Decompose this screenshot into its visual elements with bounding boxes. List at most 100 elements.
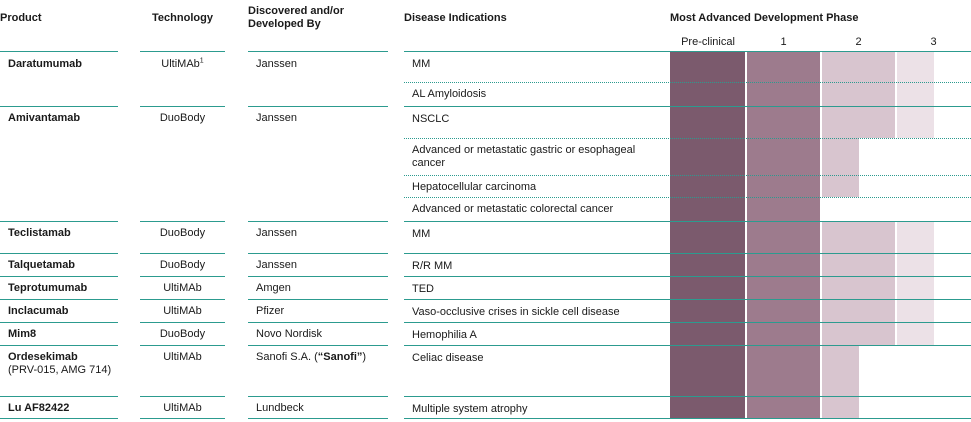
- indication-label: Advanced or metastatic colorectal cancer: [412, 203, 614, 215]
- indication-label: R/R MM: [412, 260, 453, 272]
- phase-bar-segment: [670, 300, 746, 322]
- phase-bar-segment: [896, 107, 934, 138]
- phase-bar-segment: [821, 175, 859, 197]
- header-technology: Technology: [152, 12, 213, 24]
- phase-label-3: 3: [930, 36, 937, 48]
- row-divider: [404, 138, 971, 139]
- phase-bar-segment: [896, 82, 934, 106]
- phase-bar-segment: [746, 197, 821, 221]
- phase-separator: [820, 52, 822, 418]
- phase-bar-segment: [821, 323, 896, 345]
- developer: Amgen: [256, 282, 291, 294]
- phase-bar-segment: [670, 397, 746, 418]
- row-divider: [404, 253, 971, 254]
- phase-bar-segment: [746, 138, 821, 175]
- technology: UltiMAb: [163, 282, 202, 294]
- row-divider: [404, 106, 971, 107]
- indication-label: MM: [412, 228, 431, 240]
- phase-bar-segment: [821, 346, 859, 396]
- product-name: Teprotumumab: [8, 282, 88, 294]
- row-divider: [404, 82, 971, 83]
- row-divider: [404, 197, 971, 198]
- developer: Janssen: [256, 227, 297, 239]
- indication-label: NSCLC: [412, 113, 450, 125]
- phase-bar-segment: [746, 82, 821, 106]
- row-divider: [404, 175, 971, 176]
- technology: DuoBody: [159, 328, 206, 340]
- phase-bar-segment: [670, 107, 746, 138]
- phase-bar-segment: [896, 52, 934, 82]
- header-product: Product: [0, 12, 42, 24]
- rule: [248, 51, 388, 52]
- developer: Sanofi S.A. (“Sanofi”): [256, 351, 367, 363]
- phase-bar-segment: [670, 138, 746, 175]
- product-name: Ordesekimab: [8, 351, 78, 363]
- phase-bar-segment: [746, 397, 821, 418]
- header-discovered: Discovered and/or Developed By: [248, 5, 344, 30]
- phase-bar-segment: [821, 277, 896, 299]
- phase-bar-segment: [821, 138, 859, 175]
- header-phase-title: Most Advanced Development Phase: [670, 12, 859, 24]
- indication-label: Hemophilia A: [412, 329, 477, 341]
- rule: [404, 51, 971, 52]
- phase-bar-segment: [746, 254, 821, 276]
- phase-bar-segment: [746, 323, 821, 345]
- phase-bar-segment: [896, 300, 934, 322]
- phase-bar-segment: [746, 300, 821, 322]
- developer: Pfizer: [256, 305, 285, 317]
- phase-bar-segment: [896, 323, 934, 345]
- phase-bar-segment: [821, 397, 859, 418]
- indication-label: AL Amyloidosis: [412, 88, 487, 100]
- header-indications: Disease Indications: [404, 12, 507, 24]
- indication-label: TED: [412, 283, 434, 295]
- phase-separator: [745, 52, 747, 418]
- product-name: Teclistamab: [8, 227, 71, 239]
- phase-bar-segment: [821, 222, 896, 253]
- phase-separator: [895, 52, 897, 418]
- phase-bar-segment: [821, 82, 896, 106]
- row-divider: [404, 221, 971, 222]
- technology: UltiMAb: [163, 305, 202, 317]
- developer: Janssen: [256, 112, 297, 124]
- row-divider: [404, 322, 971, 323]
- phase-bar-segment: [821, 52, 896, 82]
- phase-bar-segment: [746, 346, 821, 396]
- row-divider: [404, 276, 971, 277]
- phase-bar-segment: [821, 300, 896, 322]
- indication-label: Vaso-occlusive crises in sickle cell dis…: [412, 306, 620, 318]
- phase-bar-segment: [746, 175, 821, 197]
- phase-label-preclinical: Pre-clinical: [681, 36, 735, 48]
- phase-bar-segment: [896, 222, 934, 253]
- technology: UltiMAb1: [161, 57, 204, 70]
- technology: DuoBody: [159, 112, 206, 124]
- phase-bar-segment: [821, 254, 896, 276]
- product-name: Lu AF82422: [8, 402, 70, 414]
- developer: Novo Nordisk: [256, 328, 323, 340]
- developer: Janssen: [256, 58, 297, 70]
- phase-bar-segment: [896, 277, 934, 299]
- phase-bar-segment: [821, 107, 896, 138]
- product-name: Daratumumab: [8, 58, 82, 70]
- indication-label: MM: [412, 58, 431, 70]
- row-divider: [404, 299, 971, 300]
- technology: DuoBody: [159, 259, 206, 271]
- phase-bar-segment: [896, 254, 934, 276]
- product-name: Mim8: [8, 328, 37, 340]
- phase-bar-segment: [670, 277, 746, 299]
- phase-bar-segment: [670, 197, 746, 221]
- product-name-note: (PRV-015, AMG 714): [8, 364, 112, 376]
- phase-bar-segment: [670, 82, 746, 106]
- developer: Lundbeck: [256, 402, 304, 414]
- phase-label-1: 1: [780, 36, 787, 48]
- phase-bar-segment: [746, 222, 821, 253]
- phase-bar-segment: [670, 222, 746, 253]
- phase-bar-segment: [746, 107, 821, 138]
- rule: [0, 51, 118, 52]
- row-divider: [404, 396, 971, 397]
- rule: [140, 51, 225, 52]
- phase-bar-segment: [670, 52, 746, 82]
- phase-bar-segment: [746, 277, 821, 299]
- phase-bar-segment: [670, 323, 746, 345]
- phase-bar-segment: [746, 52, 821, 82]
- product-name: Inclacumab: [8, 305, 69, 317]
